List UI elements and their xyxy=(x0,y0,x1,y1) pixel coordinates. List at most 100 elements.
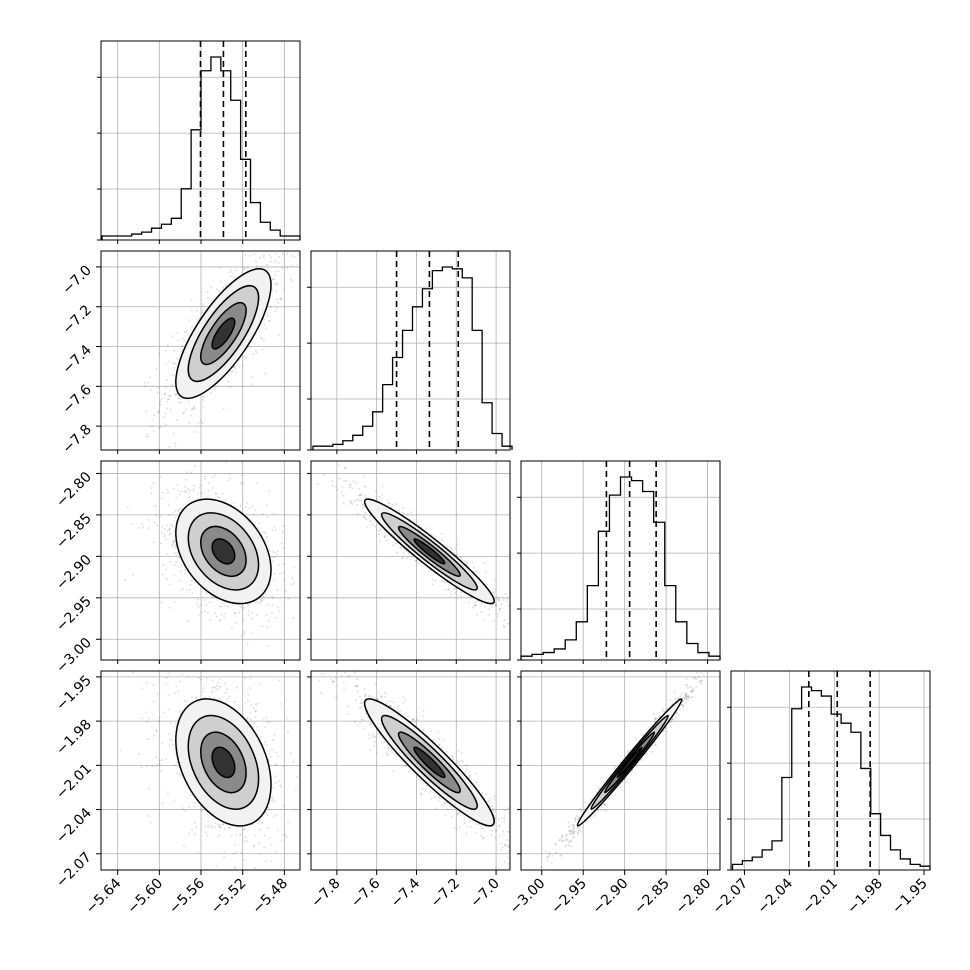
scatter-point xyxy=(221,668,223,670)
scatter-point xyxy=(169,532,172,535)
scatter-point xyxy=(383,695,386,698)
scatter-point xyxy=(378,529,381,532)
scatter-point xyxy=(166,553,169,556)
scatter-point xyxy=(273,800,276,803)
scatter-point xyxy=(472,566,475,569)
scatter-point xyxy=(169,408,172,411)
scatter-point xyxy=(178,773,181,776)
scatter-point xyxy=(233,700,236,703)
scatter-point xyxy=(259,336,262,339)
scatter-point xyxy=(258,256,261,259)
scatter-point xyxy=(442,738,445,741)
scatter-point xyxy=(392,701,395,704)
scatter-point xyxy=(314,243,316,245)
scatter-point xyxy=(274,270,277,273)
scatter-point xyxy=(443,802,446,805)
scatter-point xyxy=(353,671,356,674)
scatter-point xyxy=(171,362,174,365)
scatter-point xyxy=(431,738,434,741)
scatter-point xyxy=(359,721,362,724)
scatter-point xyxy=(480,602,483,605)
scatter-point xyxy=(401,511,404,514)
scatter-panel-p0-p3: −2.07−2.04−2.01−1.98−1.95−5.64 −5.60 −5.56… xyxy=(53,667,301,918)
scatter-point xyxy=(455,827,458,830)
scatter-point xyxy=(333,680,336,683)
scatter-point xyxy=(263,339,266,342)
scatter-point xyxy=(343,671,346,674)
scatter-point xyxy=(468,774,471,777)
scatter-point xyxy=(161,491,164,494)
histogram-step-p2 xyxy=(520,476,721,660)
scatter-point xyxy=(364,517,367,520)
scatter-point xyxy=(282,288,285,291)
x-tick-label-p0: −5.48 xyxy=(250,876,292,918)
scatter-point xyxy=(181,337,184,340)
scatter-point xyxy=(400,546,403,549)
scatter-point xyxy=(263,741,266,744)
scatter-point xyxy=(205,677,208,680)
scatter-point xyxy=(160,759,163,762)
scatter-point xyxy=(243,355,246,358)
scatter-point xyxy=(219,605,222,608)
scatter-point xyxy=(263,846,266,849)
scatter-point xyxy=(441,746,444,749)
scatter-point xyxy=(175,419,178,422)
scatter-point xyxy=(306,661,308,663)
scatter-point xyxy=(335,485,338,488)
scatter-point xyxy=(354,685,357,688)
scatter-point xyxy=(266,314,269,317)
scatter-point xyxy=(234,866,237,869)
scatter-point xyxy=(169,394,172,397)
scatter-point xyxy=(301,581,303,583)
scatter-point xyxy=(576,815,579,818)
scatter-point xyxy=(173,546,176,549)
panel-frame xyxy=(100,250,301,451)
scatter-point xyxy=(391,503,394,506)
scatter-point xyxy=(386,753,389,756)
scatter-point xyxy=(447,588,450,591)
scatter-point xyxy=(209,619,212,622)
scatter-point xyxy=(184,478,187,481)
scatter-point xyxy=(473,602,476,605)
scatter-point xyxy=(273,572,276,575)
panel-background xyxy=(311,671,510,870)
scatter-point xyxy=(243,632,246,635)
scatter-point xyxy=(450,592,453,595)
scatter-point xyxy=(178,710,181,713)
scatter-point xyxy=(239,833,242,836)
scatter-point xyxy=(180,507,183,510)
scatter-point xyxy=(657,716,660,719)
panel-frame xyxy=(310,460,511,661)
scatter-point xyxy=(261,348,264,351)
scatter-point xyxy=(235,686,238,689)
x-tick-label-p1: −7.6 xyxy=(348,875,383,910)
scatter-point xyxy=(452,757,455,760)
scatter-point xyxy=(168,583,171,586)
scatter-point xyxy=(217,667,219,669)
scatter-point xyxy=(372,735,375,738)
scatter-point xyxy=(204,825,207,828)
scatter-point xyxy=(166,398,169,401)
scatter-point xyxy=(348,500,351,503)
scatter-point xyxy=(196,602,199,605)
scatter-point xyxy=(277,550,280,553)
scatter-point xyxy=(172,725,175,728)
scatter-point xyxy=(451,548,454,551)
scatter-point xyxy=(214,492,217,495)
scatter-point xyxy=(159,770,162,773)
scatter-point xyxy=(495,830,498,833)
scatter-point xyxy=(272,550,275,553)
scatter-point xyxy=(184,490,187,493)
scatter-point xyxy=(244,835,247,838)
scatter-point xyxy=(276,755,279,758)
scatter-point xyxy=(200,611,203,614)
scatter-point xyxy=(264,859,267,862)
scatter-point xyxy=(145,435,148,438)
scatter-point xyxy=(200,311,203,314)
scatter-point xyxy=(243,266,246,269)
scatter-point xyxy=(155,729,158,732)
scatter-point xyxy=(234,611,237,614)
scatter-point xyxy=(337,662,339,664)
scatter-point xyxy=(487,613,490,616)
scatter-point xyxy=(149,389,152,392)
